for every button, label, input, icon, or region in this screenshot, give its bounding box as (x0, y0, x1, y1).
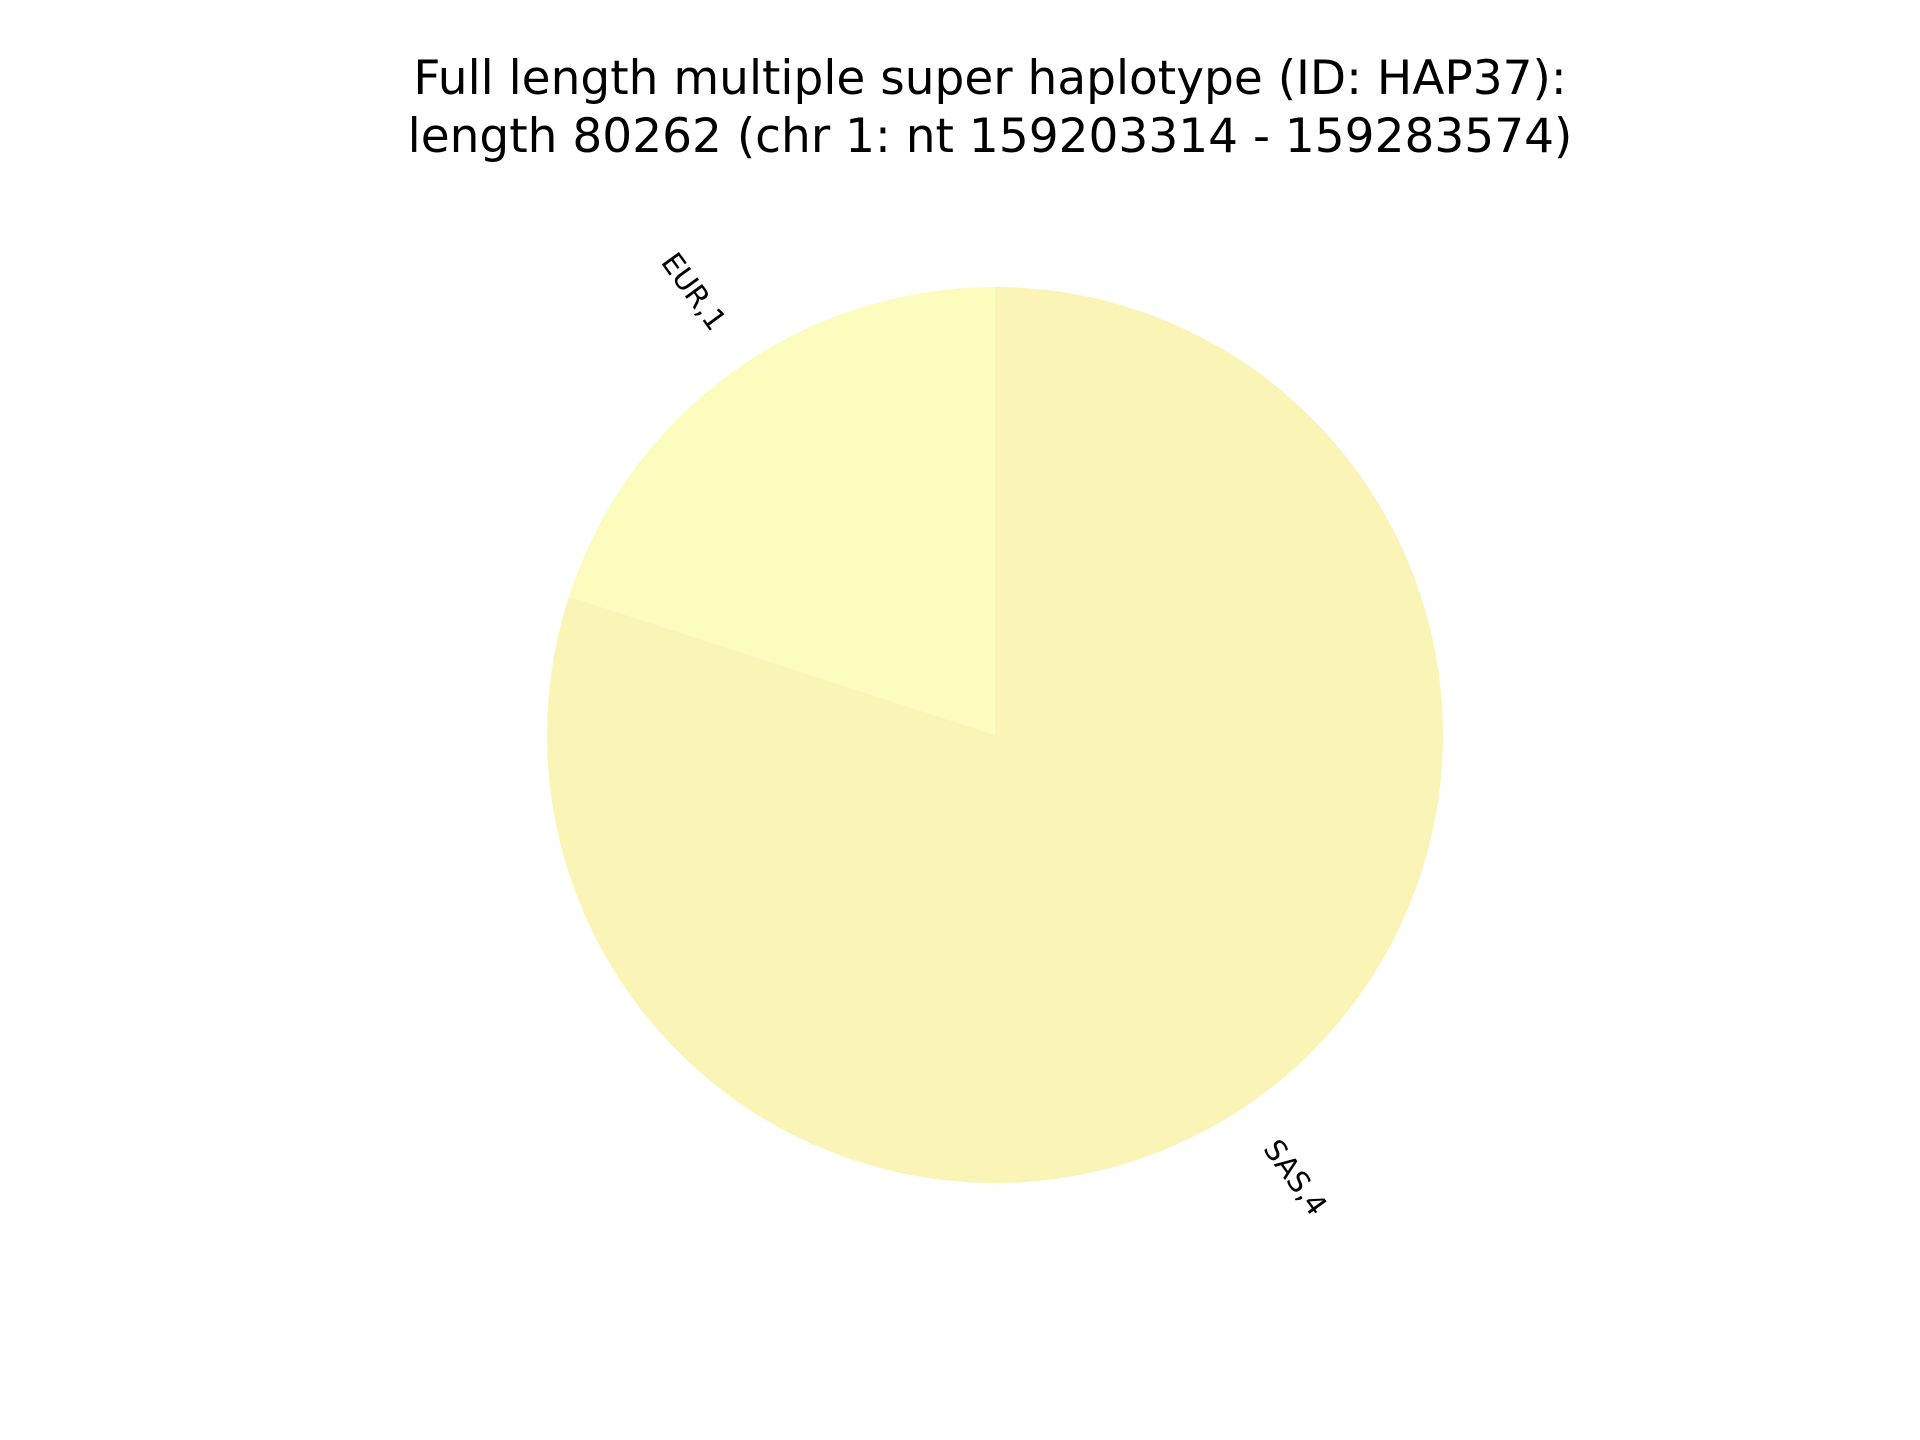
chart-title-line-2: length 80262 (chr 1: nt 159203314 - 1592… (407, 109, 1573, 164)
pie-label-eur: EUR,1 (654, 246, 733, 337)
chart-title: Full length multiple super haplotype (ID… (0, 50, 1920, 166)
pie-slices (547, 287, 1443, 1183)
pie-slice-sas (547, 287, 1443, 1183)
pie-slice-eur (568, 287, 995, 735)
chart-title-line-1: Full length multiple super haplotype (ID… (413, 51, 1567, 106)
pie-label-sas: SAS,4 (1257, 1133, 1334, 1222)
